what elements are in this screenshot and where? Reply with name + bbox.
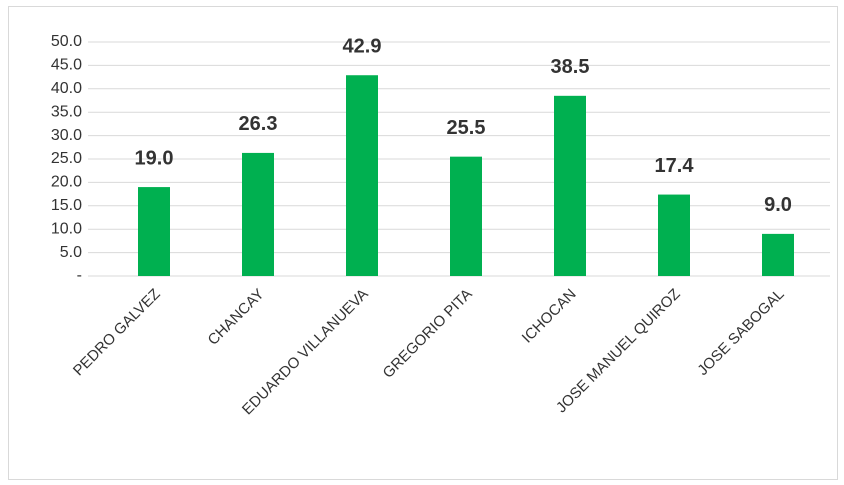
y-tick-label: - [77, 267, 82, 284]
value-label: 17.4 [655, 155, 695, 177]
value-label: 25.5 [447, 117, 486, 139]
y-tick-label: 5.0 [60, 244, 82, 261]
value-label: 19.0 [135, 147, 174, 169]
bar [658, 194, 690, 276]
bar [346, 75, 378, 276]
y-tick-label: 15.0 [51, 197, 82, 214]
y-tick-label: 20.0 [51, 174, 82, 191]
y-tick-label: 25.0 [51, 150, 82, 167]
value-label: 38.5 [551, 56, 590, 78]
y-tick-label: 45.0 [51, 57, 82, 74]
bar [450, 156, 482, 276]
y-tick-label: 35.0 [51, 103, 82, 120]
value-label: 42.9 [343, 36, 382, 58]
value-label: 26.3 [239, 113, 278, 135]
bar [762, 233, 794, 276]
y-tick-label: 50.0 [51, 33, 82, 50]
y-tick-label: 30.0 [51, 127, 82, 144]
y-tick-label: 10.0 [51, 220, 82, 237]
bar [242, 152, 274, 276]
bar [138, 187, 170, 276]
chart-frame [8, 6, 838, 480]
y-tick-label: 40.0 [51, 80, 82, 97]
value-label: 9.0 [764, 194, 792, 216]
bar [554, 95, 586, 276]
